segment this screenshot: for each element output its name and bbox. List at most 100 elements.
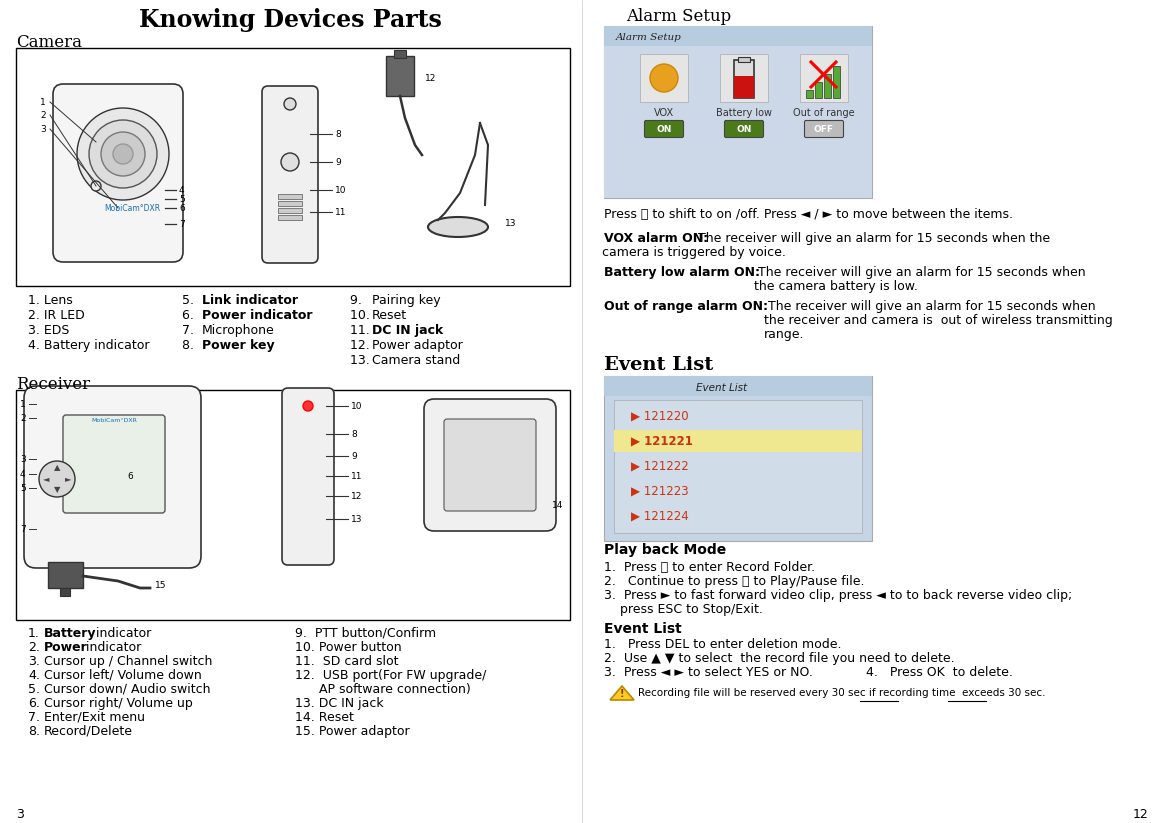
Text: 11.  SD card slot: 11. SD card slot [294, 655, 398, 668]
Text: ▶ 121221: ▶ 121221 [631, 435, 693, 448]
Text: Link indicator: Link indicator [203, 294, 298, 307]
Text: 3.  Press ◄ ► to select YES or NO.: 3. Press ◄ ► to select YES or NO. [604, 666, 812, 679]
Polygon shape [610, 686, 634, 700]
Text: VOX: VOX [654, 108, 674, 118]
Text: The receiver will give an alarm for 15 seconds when the: The receiver will give an alarm for 15 s… [694, 232, 1050, 245]
FancyBboxPatch shape [443, 419, 535, 511]
Text: 12: 12 [425, 73, 436, 82]
Text: 15: 15 [155, 582, 166, 590]
Text: 7: 7 [20, 524, 26, 533]
Bar [278, 215, 301, 220]
Text: indicator: indicator [92, 627, 151, 640]
Bar [278, 201, 301, 206]
Circle shape [77, 108, 169, 200]
Text: 12.  USB port(For FW upgrade/: 12. USB port(For FW upgrade/ [294, 669, 487, 682]
FancyBboxPatch shape [645, 120, 683, 137]
Text: 6: 6 [127, 472, 133, 481]
Text: 3: 3 [20, 454, 26, 463]
FancyBboxPatch shape [724, 120, 764, 137]
Text: Play back Mode: Play back Mode [604, 543, 726, 557]
Circle shape [91, 181, 101, 191]
Text: 3: 3 [40, 124, 45, 133]
Text: 14. Reset: 14. Reset [294, 711, 354, 724]
Bar [278, 208, 301, 213]
Text: 12: 12 [1133, 808, 1148, 821]
Bar [721, 54, 768, 102]
Text: 2. IR LED: 2. IR LED [28, 309, 85, 322]
Text: 8.: 8. [182, 339, 198, 352]
Text: 8: 8 [352, 430, 356, 439]
Text: 3.  Press ► to fast forward video clip, press ◄ to to back reverse video clip;: 3. Press ► to fast forward video clip, p… [604, 589, 1072, 602]
Text: 12.: 12. [350, 339, 374, 352]
Text: 1. Lens: 1. Lens [28, 294, 72, 307]
Text: the camera battery is low.: the camera battery is low. [754, 280, 918, 293]
Text: 10: 10 [335, 185, 347, 194]
Bar [800, 54, 849, 102]
FancyBboxPatch shape [54, 84, 183, 262]
Text: Power indicator: Power indicator [203, 309, 312, 322]
Text: 10: 10 [352, 402, 362, 411]
Text: 9: 9 [352, 452, 356, 461]
Text: 7.: 7. [182, 324, 198, 337]
Text: 5.: 5. [182, 294, 198, 307]
Text: 12: 12 [352, 491, 362, 500]
Text: 13: 13 [352, 514, 362, 523]
Text: 10.: 10. [350, 309, 374, 322]
Text: 1: 1 [40, 97, 45, 106]
Bar [48, 562, 83, 588]
Text: Knowing Devices Parts: Knowing Devices Parts [139, 8, 441, 32]
Bar [640, 54, 688, 102]
Circle shape [101, 132, 146, 176]
Circle shape [281, 153, 299, 171]
Text: VOX alarm ON:: VOX alarm ON: [604, 232, 708, 245]
Bar [278, 194, 301, 199]
Text: Out of range: Out of range [793, 108, 854, 118]
Text: ON: ON [737, 124, 752, 133]
Text: 2.: 2. [28, 641, 40, 654]
Bar [824, 74, 831, 98]
Text: the receiver and camera is  out of wireless transmitting: the receiver and camera is out of wirele… [764, 314, 1113, 327]
Circle shape [88, 120, 157, 188]
Text: press ESC to Stop/Exit.: press ESC to Stop/Exit. [604, 603, 762, 616]
Text: Cursor up / Channel switch: Cursor up / Channel switch [44, 655, 212, 668]
Text: Cursor right/ Volume up: Cursor right/ Volume up [44, 697, 193, 710]
Bar [734, 60, 754, 98]
Text: DC IN jack: DC IN jack [372, 324, 443, 337]
Text: 11.: 11. [350, 324, 374, 337]
Text: Event List: Event List [696, 383, 747, 393]
Circle shape [284, 98, 296, 110]
Text: 9.: 9. [350, 294, 365, 307]
Text: Receiver: Receiver [16, 376, 90, 393]
Text: Pairing key: Pairing key [372, 294, 441, 307]
Text: ▲: ▲ [54, 463, 61, 472]
Circle shape [303, 401, 313, 411]
Text: Camera: Camera [16, 34, 81, 51]
FancyBboxPatch shape [63, 415, 165, 513]
Text: 1.  Press Ⓢ to enter Record Folder.: 1. Press Ⓢ to enter Record Folder. [604, 561, 815, 574]
FancyBboxPatch shape [282, 388, 334, 565]
Text: 15. Power adaptor: 15. Power adaptor [294, 725, 410, 738]
Text: MobiCam°DXR: MobiCam°DXR [91, 418, 137, 423]
Text: 2: 2 [20, 413, 26, 422]
Text: 2.  Use ▲ ▼ to select  the record file you need to delete.: 2. Use ▲ ▼ to select the record file you… [604, 652, 954, 665]
Text: Reset: Reset [372, 309, 407, 322]
Bar [833, 66, 840, 98]
Text: 7.: 7. [28, 711, 40, 724]
Text: 9: 9 [335, 157, 341, 166]
Text: 9.  PTT button/Confirm: 9. PTT button/Confirm [294, 627, 436, 640]
FancyBboxPatch shape [424, 399, 556, 531]
Text: 4. Battery indicator: 4. Battery indicator [28, 339, 149, 352]
Text: ▶ 121224: ▶ 121224 [631, 509, 689, 523]
Text: 1.: 1. [28, 627, 40, 640]
Text: Power key: Power key [203, 339, 275, 352]
Bar [61, 588, 70, 596]
Text: 1: 1 [20, 399, 26, 408]
Text: Power adaptor: Power adaptor [372, 339, 463, 352]
Text: 4: 4 [179, 185, 185, 194]
Bar [815, 82, 822, 98]
Text: ◄: ◄ [43, 475, 49, 483]
Text: !: ! [619, 689, 624, 699]
Text: 4.   Press OK  to delete.: 4. Press OK to delete. [866, 666, 1013, 679]
Text: Microphone: Microphone [203, 324, 275, 337]
Text: 1.   Press DEL to enter deletion mode.: 1. Press DEL to enter deletion mode. [604, 638, 842, 651]
